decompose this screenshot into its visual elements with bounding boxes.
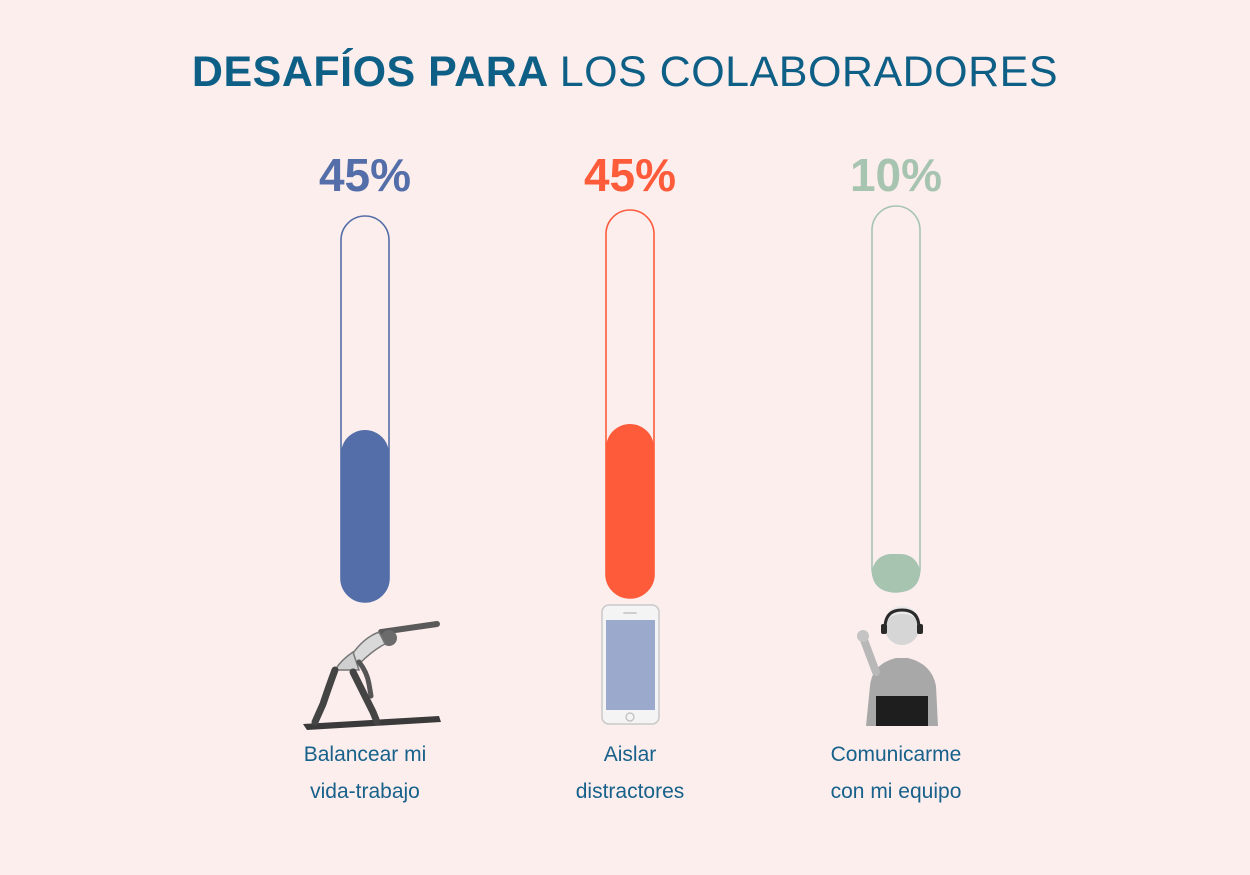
tube-outline	[871, 205, 921, 593]
label-line-2: distractores	[575, 780, 685, 803]
thermometer-bar	[871, 205, 921, 593]
tube-fill	[872, 554, 920, 592]
label-line-2: con mi equipo	[830, 780, 962, 803]
challenge-label: Balancear mi vida-trabajo	[235, 736, 495, 810]
yoga-person-icon	[303, 621, 441, 730]
thermometer-bar	[605, 209, 655, 599]
tube-fill	[606, 424, 654, 598]
tube-fill	[341, 430, 389, 602]
label-line-1: Aislar	[603, 743, 657, 766]
video-call-person-icon	[857, 606, 938, 726]
title-regular: LOS COLABORADORES	[559, 48, 1059, 96]
challenge-column: 10% Comunicarme con mi equipo	[766, 0, 1026, 875]
label-line-2: vida-trabajo	[310, 780, 420, 803]
label-line-1: Comunicarme	[830, 743, 962, 766]
smartphone-icon	[601, 604, 660, 725]
thermometer-bar	[340, 215, 390, 603]
chart-title: DESAFÍOS PARA LOS COLABORADORES	[0, 48, 1250, 97]
challenge-label: Aislar distractores	[500, 736, 760, 810]
challenge-label: Comunicarme con mi equipo	[766, 736, 1026, 810]
label-line-1: Balancear mi	[303, 743, 427, 766]
percent-label: 45%	[318, 149, 412, 201]
percent-label: 10%	[849, 149, 943, 201]
percent-label: 45%	[583, 149, 677, 201]
challenge-column: 45% Aislar distractores	[500, 0, 760, 875]
challenge-column: 45% Balancear mi vida-trabajo	[235, 0, 495, 875]
title-bold: DESAFÍOS PARA	[191, 48, 548, 96]
